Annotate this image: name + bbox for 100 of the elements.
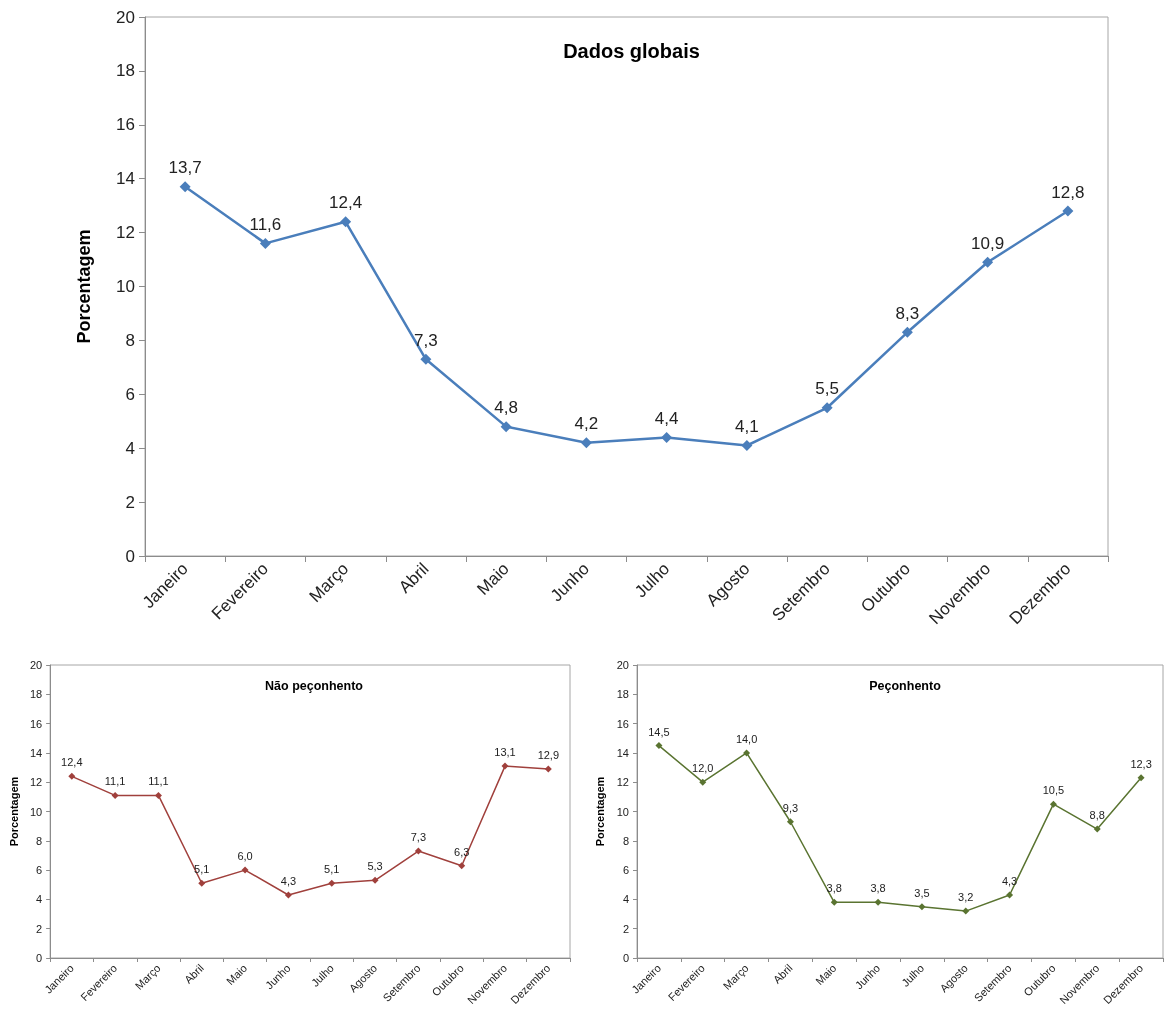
data-label: 6,0 xyxy=(237,850,253,863)
data-label: 12,9 xyxy=(537,749,560,762)
point xyxy=(198,879,206,887)
y-tick-label: 2 xyxy=(36,922,43,935)
y-tick-label: 18 xyxy=(116,61,135,81)
data-label: 5,3 xyxy=(367,860,383,873)
y-tick-label: 16 xyxy=(116,115,135,135)
data-label: 5,1 xyxy=(324,863,340,876)
point xyxy=(821,402,833,414)
text: Não peçonhento xyxy=(265,678,364,693)
point xyxy=(661,431,673,443)
data-label: 9,3 xyxy=(782,801,799,814)
data-label: 11,1 xyxy=(104,775,126,788)
data-label: 4,1 xyxy=(735,417,759,437)
y-tick-label: 2 xyxy=(622,922,629,935)
point xyxy=(786,818,794,826)
data-label: 3,2 xyxy=(958,891,974,904)
point xyxy=(874,898,882,906)
data-label: 3,8 xyxy=(870,882,886,895)
y-axis-title: Porcentagem xyxy=(593,776,606,847)
y-tick-label: 20 xyxy=(616,659,629,671)
y-tick-label: 14 xyxy=(116,169,135,189)
y-tick-label: 12 xyxy=(29,776,43,789)
point xyxy=(1049,800,1057,808)
data-label: 10,9 xyxy=(971,233,1005,253)
point xyxy=(1062,205,1074,217)
point xyxy=(259,237,271,249)
y-tick-label: 12 xyxy=(616,776,629,789)
point xyxy=(1006,891,1014,899)
data-label: 10,5 xyxy=(1042,784,1065,797)
point xyxy=(328,879,336,887)
y-tick-label: 14 xyxy=(29,746,43,759)
data-label: 8,3 xyxy=(895,303,920,323)
y-axis-title: Porcentagem xyxy=(74,229,94,344)
data-label: 13,7 xyxy=(168,158,202,178)
point xyxy=(699,778,707,786)
data-label: 5,5 xyxy=(815,379,839,399)
data-label: 4,2 xyxy=(574,414,599,434)
y-tick-label: 6 xyxy=(36,864,43,877)
point xyxy=(901,326,913,338)
data-label: 4,3 xyxy=(280,875,297,888)
y-tick-label: 16 xyxy=(616,717,629,730)
data-label: 13,1 xyxy=(494,746,516,759)
data-label: 11,1 xyxy=(148,775,169,788)
point xyxy=(111,791,119,799)
point xyxy=(68,772,76,780)
y-tick-label: 6 xyxy=(622,864,629,877)
y-tick-label: 2 xyxy=(125,492,135,512)
point xyxy=(830,898,838,906)
data-label: 12,3 xyxy=(1130,757,1152,770)
point xyxy=(420,353,432,365)
y-tick-label: 10 xyxy=(116,277,135,296)
point xyxy=(580,437,592,449)
y-tick-label: 0 xyxy=(125,546,135,566)
data-label: 8,8 xyxy=(1089,809,1105,822)
point xyxy=(962,907,970,915)
y-tick-label: 8 xyxy=(622,834,629,847)
data-label: 7,3 xyxy=(410,831,427,844)
y-tick-label: 18 xyxy=(616,688,629,701)
data-label: 4,3 xyxy=(1001,875,1018,888)
data-label: 3,8 xyxy=(826,882,842,895)
y-tick-label: 0 xyxy=(36,952,43,964)
y-tick-label: 8 xyxy=(36,834,43,847)
point xyxy=(743,749,751,757)
data-label: 12,8 xyxy=(1051,182,1085,202)
data-label: 3,5 xyxy=(914,886,930,899)
data-label: 11,6 xyxy=(249,214,282,234)
point xyxy=(241,866,249,874)
y-axis-title: Porcentagem xyxy=(7,776,20,847)
point xyxy=(982,256,994,268)
y-tick-label: 8 xyxy=(125,330,135,350)
data-label: 4,4 xyxy=(654,408,679,428)
data-label: 14,5 xyxy=(648,725,670,738)
point xyxy=(500,421,512,433)
data-label: 12,4 xyxy=(329,193,363,213)
point xyxy=(284,891,292,899)
y-tick-label: 12 xyxy=(116,223,135,243)
data-label: 4,8 xyxy=(494,398,518,418)
point xyxy=(371,876,379,884)
point xyxy=(179,181,191,193)
data-label: 7,3 xyxy=(414,330,438,350)
y-tick-label: 4 xyxy=(36,893,43,906)
y-tick-label: 4 xyxy=(125,438,135,458)
point xyxy=(340,216,352,228)
point xyxy=(918,903,926,911)
point xyxy=(655,742,663,750)
text: Dados globais xyxy=(563,40,700,62)
y-tick-label: 6 xyxy=(125,384,135,404)
y-tick-label: 20 xyxy=(116,7,135,27)
point xyxy=(1137,774,1145,782)
point xyxy=(414,847,422,855)
y-tick-label: 10 xyxy=(29,805,43,818)
data-label: 14,0 xyxy=(735,732,758,745)
point xyxy=(544,765,552,773)
y-tick-label: 20 xyxy=(29,659,43,671)
y-tick-label: 10 xyxy=(616,805,629,818)
data-label: 12,0 xyxy=(692,762,714,775)
data-label: 12,4 xyxy=(61,756,83,769)
y-tick-label: 0 xyxy=(622,952,629,964)
y-tick-label: 16 xyxy=(29,717,43,730)
